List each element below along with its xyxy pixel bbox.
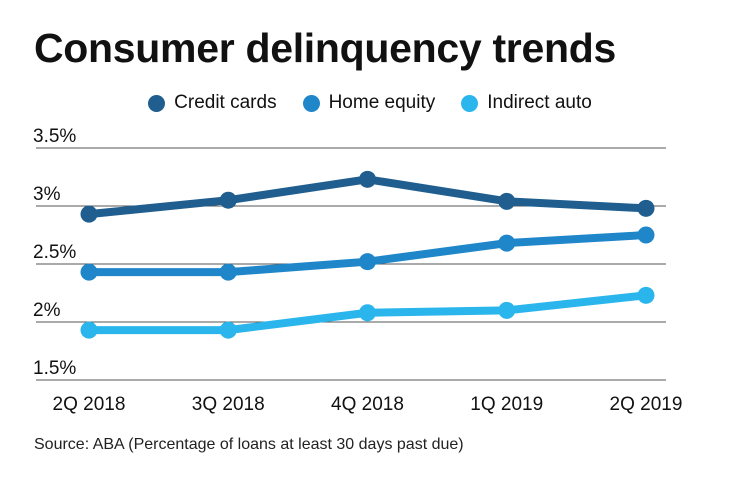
- data-point: [637, 226, 655, 244]
- data-point: [219, 191, 237, 209]
- y-tick-label: 3.5%: [33, 126, 76, 147]
- chart-title: Consumer delinquency trends: [34, 25, 616, 71]
- data-point: [219, 321, 237, 339]
- data-point: [498, 192, 516, 210]
- data-point: [80, 205, 98, 223]
- y-tick-label: 3%: [33, 184, 61, 205]
- x-tick-label: 2Q 2019: [610, 394, 683, 415]
- data-point: [359, 170, 376, 188]
- legend-marker: [148, 94, 166, 112]
- data-point: [359, 253, 376, 271]
- x-tick-label: 4Q 2018: [331, 394, 404, 415]
- data-point: [637, 199, 655, 217]
- data-point: [359, 304, 376, 322]
- x-tick-label: 3Q 2018: [192, 394, 265, 415]
- data-point: [219, 263, 237, 281]
- data-point: [80, 263, 98, 281]
- x-tick-label: 2Q 2018: [53, 394, 126, 415]
- source-note: Source: ABA (Percentage of loans at leas…: [34, 436, 464, 453]
- data-point: [80, 321, 98, 339]
- data-point: [637, 286, 655, 304]
- legend-item-credit-cards: Credit cards: [148, 92, 277, 114]
- legend: Credit cards Home equity Indirect auto: [0, 92, 740, 114]
- y-tick-label: 1.5%: [33, 358, 76, 379]
- y-tick-label: 2.5%: [33, 242, 76, 263]
- legend-label: Indirect auto: [487, 92, 592, 113]
- data-point: [498, 234, 516, 252]
- legend-label: Home equity: [328, 92, 436, 113]
- legend-label: Credit cards: [174, 92, 277, 113]
- legend-marker: [461, 94, 479, 112]
- legend-marker: [302, 94, 320, 112]
- y-tick-label: 2%: [33, 300, 61, 321]
- x-tick-label: 1Q 2019: [470, 394, 543, 415]
- legend-item-home-equity: Home equity: [302, 92, 436, 114]
- data-point: [498, 301, 516, 319]
- legend-item-indirect-auto: Indirect auto: [461, 92, 592, 114]
